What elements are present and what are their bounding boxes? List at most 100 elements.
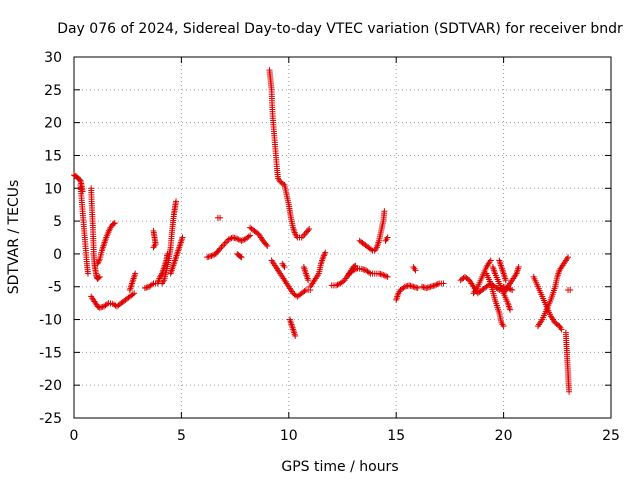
y-tick-label: 20 [44,116,62,132]
data-point [381,272,388,279]
data-point [219,242,226,249]
data-point [433,281,440,288]
data-point [263,241,270,248]
data-point [217,214,224,221]
x-tick-label: 20 [495,428,513,444]
data-point [237,253,244,260]
data-point [239,237,246,244]
data-point [306,225,313,232]
x-tick-label: 15 [387,428,405,444]
data-point [179,234,186,241]
y-tick-label: -20 [39,378,62,394]
data-point [464,276,471,283]
data-point [221,241,228,248]
data-point [414,285,421,292]
data-point [227,235,234,242]
data-point [333,282,340,289]
data-point [368,246,375,253]
data-point [351,263,358,270]
data-point [209,252,216,259]
chart-title: Day 076 of 2024, Sidereal Day-to-day VTE… [57,21,623,37]
data-point [487,257,494,264]
data-point [173,198,180,205]
data-points [71,67,574,395]
data-point [507,286,514,293]
data-point [305,227,312,234]
data-point [380,271,387,278]
y-tick-label: -10 [39,313,62,329]
y-tick-label: 10 [44,181,62,197]
data-point [352,262,359,269]
data-point [322,249,329,256]
data-point [234,235,241,242]
data-point [565,254,572,261]
data-point [129,291,136,298]
y-tick-label: -15 [39,345,62,361]
data-point [131,290,138,297]
x-tick-label: 25 [602,428,620,444]
data-point [96,273,103,280]
y-tick-label: 25 [44,83,62,99]
x-tick-label: 0 [70,428,79,444]
grid [74,57,611,418]
data-point [384,273,391,280]
data-point [110,220,117,227]
data-point [132,270,139,277]
data-point [340,278,347,285]
data-point [440,280,447,287]
data-point [507,306,514,313]
data-point [558,326,565,333]
data-point [150,244,157,251]
data-point [381,208,388,215]
y-axis-label: SDTVAR / TECUs [6,180,22,295]
data-point [567,287,574,294]
y-tick-label: 30 [44,50,62,66]
y-tick-label: 15 [44,148,62,164]
x-tick-label: 5 [177,428,186,444]
data-point [502,277,509,284]
data-point [84,270,91,277]
data-point [103,301,110,308]
data-point [264,243,271,250]
data-point [215,246,222,253]
data-point [566,388,573,395]
data-point [305,277,312,284]
y-tick-label: 0 [53,247,62,263]
data-point [95,274,102,281]
data-point [300,232,307,239]
data-point [208,252,215,259]
data-point [235,236,242,243]
data-point [384,234,391,241]
data-point [334,281,341,288]
data-point [555,322,562,329]
data-point [111,220,118,227]
x-tick-label: 10 [280,428,298,444]
data-point [292,332,299,339]
data-point [238,254,245,261]
x-axis-label: GPS time / hours [281,459,398,475]
data-point [383,273,390,280]
data-point [509,287,516,294]
data-point [76,176,83,183]
data-point [238,237,245,244]
data-point [281,264,288,271]
data-point [96,257,103,264]
y-tick-label: 5 [53,214,62,230]
data-point [431,282,438,289]
data-point [301,288,308,295]
y-tick-label: -25 [39,411,62,427]
data-point [515,264,522,271]
data-point [247,232,254,239]
data-point [412,267,419,274]
plot-frame [73,56,612,419]
data-point [500,323,507,330]
data-point [222,239,229,246]
data-point [245,233,252,240]
data-point [225,236,232,243]
data-point [434,281,441,288]
y-tick-label: -5 [48,280,62,296]
data-point [254,230,261,237]
data-point [365,269,372,276]
axis-ticks: 0 5 10 15 20 25 -25 -20 -15 -10 -5 0 5 10 15 20 25 30 [39,50,620,444]
